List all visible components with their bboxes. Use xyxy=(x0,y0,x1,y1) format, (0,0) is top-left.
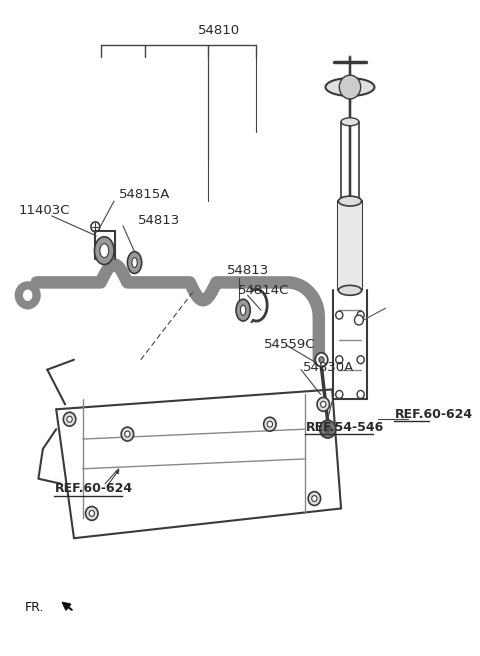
Circle shape xyxy=(336,390,343,398)
Ellipse shape xyxy=(127,252,142,274)
Circle shape xyxy=(315,353,328,367)
Ellipse shape xyxy=(341,118,359,126)
Circle shape xyxy=(357,311,364,319)
Circle shape xyxy=(357,356,364,363)
Text: FR.: FR. xyxy=(25,601,45,614)
Ellipse shape xyxy=(240,305,246,315)
Circle shape xyxy=(85,506,98,520)
Circle shape xyxy=(317,398,329,411)
Ellipse shape xyxy=(325,78,374,96)
Circle shape xyxy=(125,431,130,437)
Circle shape xyxy=(264,417,276,431)
Text: REF.60-624: REF.60-624 xyxy=(395,408,473,420)
Circle shape xyxy=(312,495,317,502)
Text: 54814C: 54814C xyxy=(238,284,289,297)
Circle shape xyxy=(267,421,273,427)
Text: REF.54-546: REF.54-546 xyxy=(305,420,384,434)
Circle shape xyxy=(357,390,364,398)
Circle shape xyxy=(324,425,331,433)
Text: 54559C: 54559C xyxy=(264,338,315,352)
Circle shape xyxy=(319,357,324,363)
Text: 54810: 54810 xyxy=(198,24,240,37)
Text: 11403C: 11403C xyxy=(19,205,70,218)
Ellipse shape xyxy=(338,285,361,295)
Circle shape xyxy=(336,356,343,363)
Text: 54813: 54813 xyxy=(138,215,180,228)
Circle shape xyxy=(308,491,321,506)
Circle shape xyxy=(67,417,72,422)
Circle shape xyxy=(354,315,363,325)
Ellipse shape xyxy=(132,258,137,268)
Circle shape xyxy=(336,311,343,319)
Circle shape xyxy=(321,401,326,407)
Text: 54813: 54813 xyxy=(227,264,269,277)
Ellipse shape xyxy=(95,237,114,264)
Text: REF.60-624: REF.60-624 xyxy=(54,482,132,495)
Circle shape xyxy=(89,510,95,516)
Bar xyxy=(338,201,361,291)
Ellipse shape xyxy=(338,196,361,206)
Circle shape xyxy=(63,412,76,426)
Text: 54815A: 54815A xyxy=(119,188,170,201)
Ellipse shape xyxy=(100,244,108,258)
Circle shape xyxy=(320,420,336,438)
Circle shape xyxy=(121,427,133,441)
Text: 54830A: 54830A xyxy=(303,361,354,374)
Circle shape xyxy=(339,75,360,99)
Ellipse shape xyxy=(236,299,250,321)
